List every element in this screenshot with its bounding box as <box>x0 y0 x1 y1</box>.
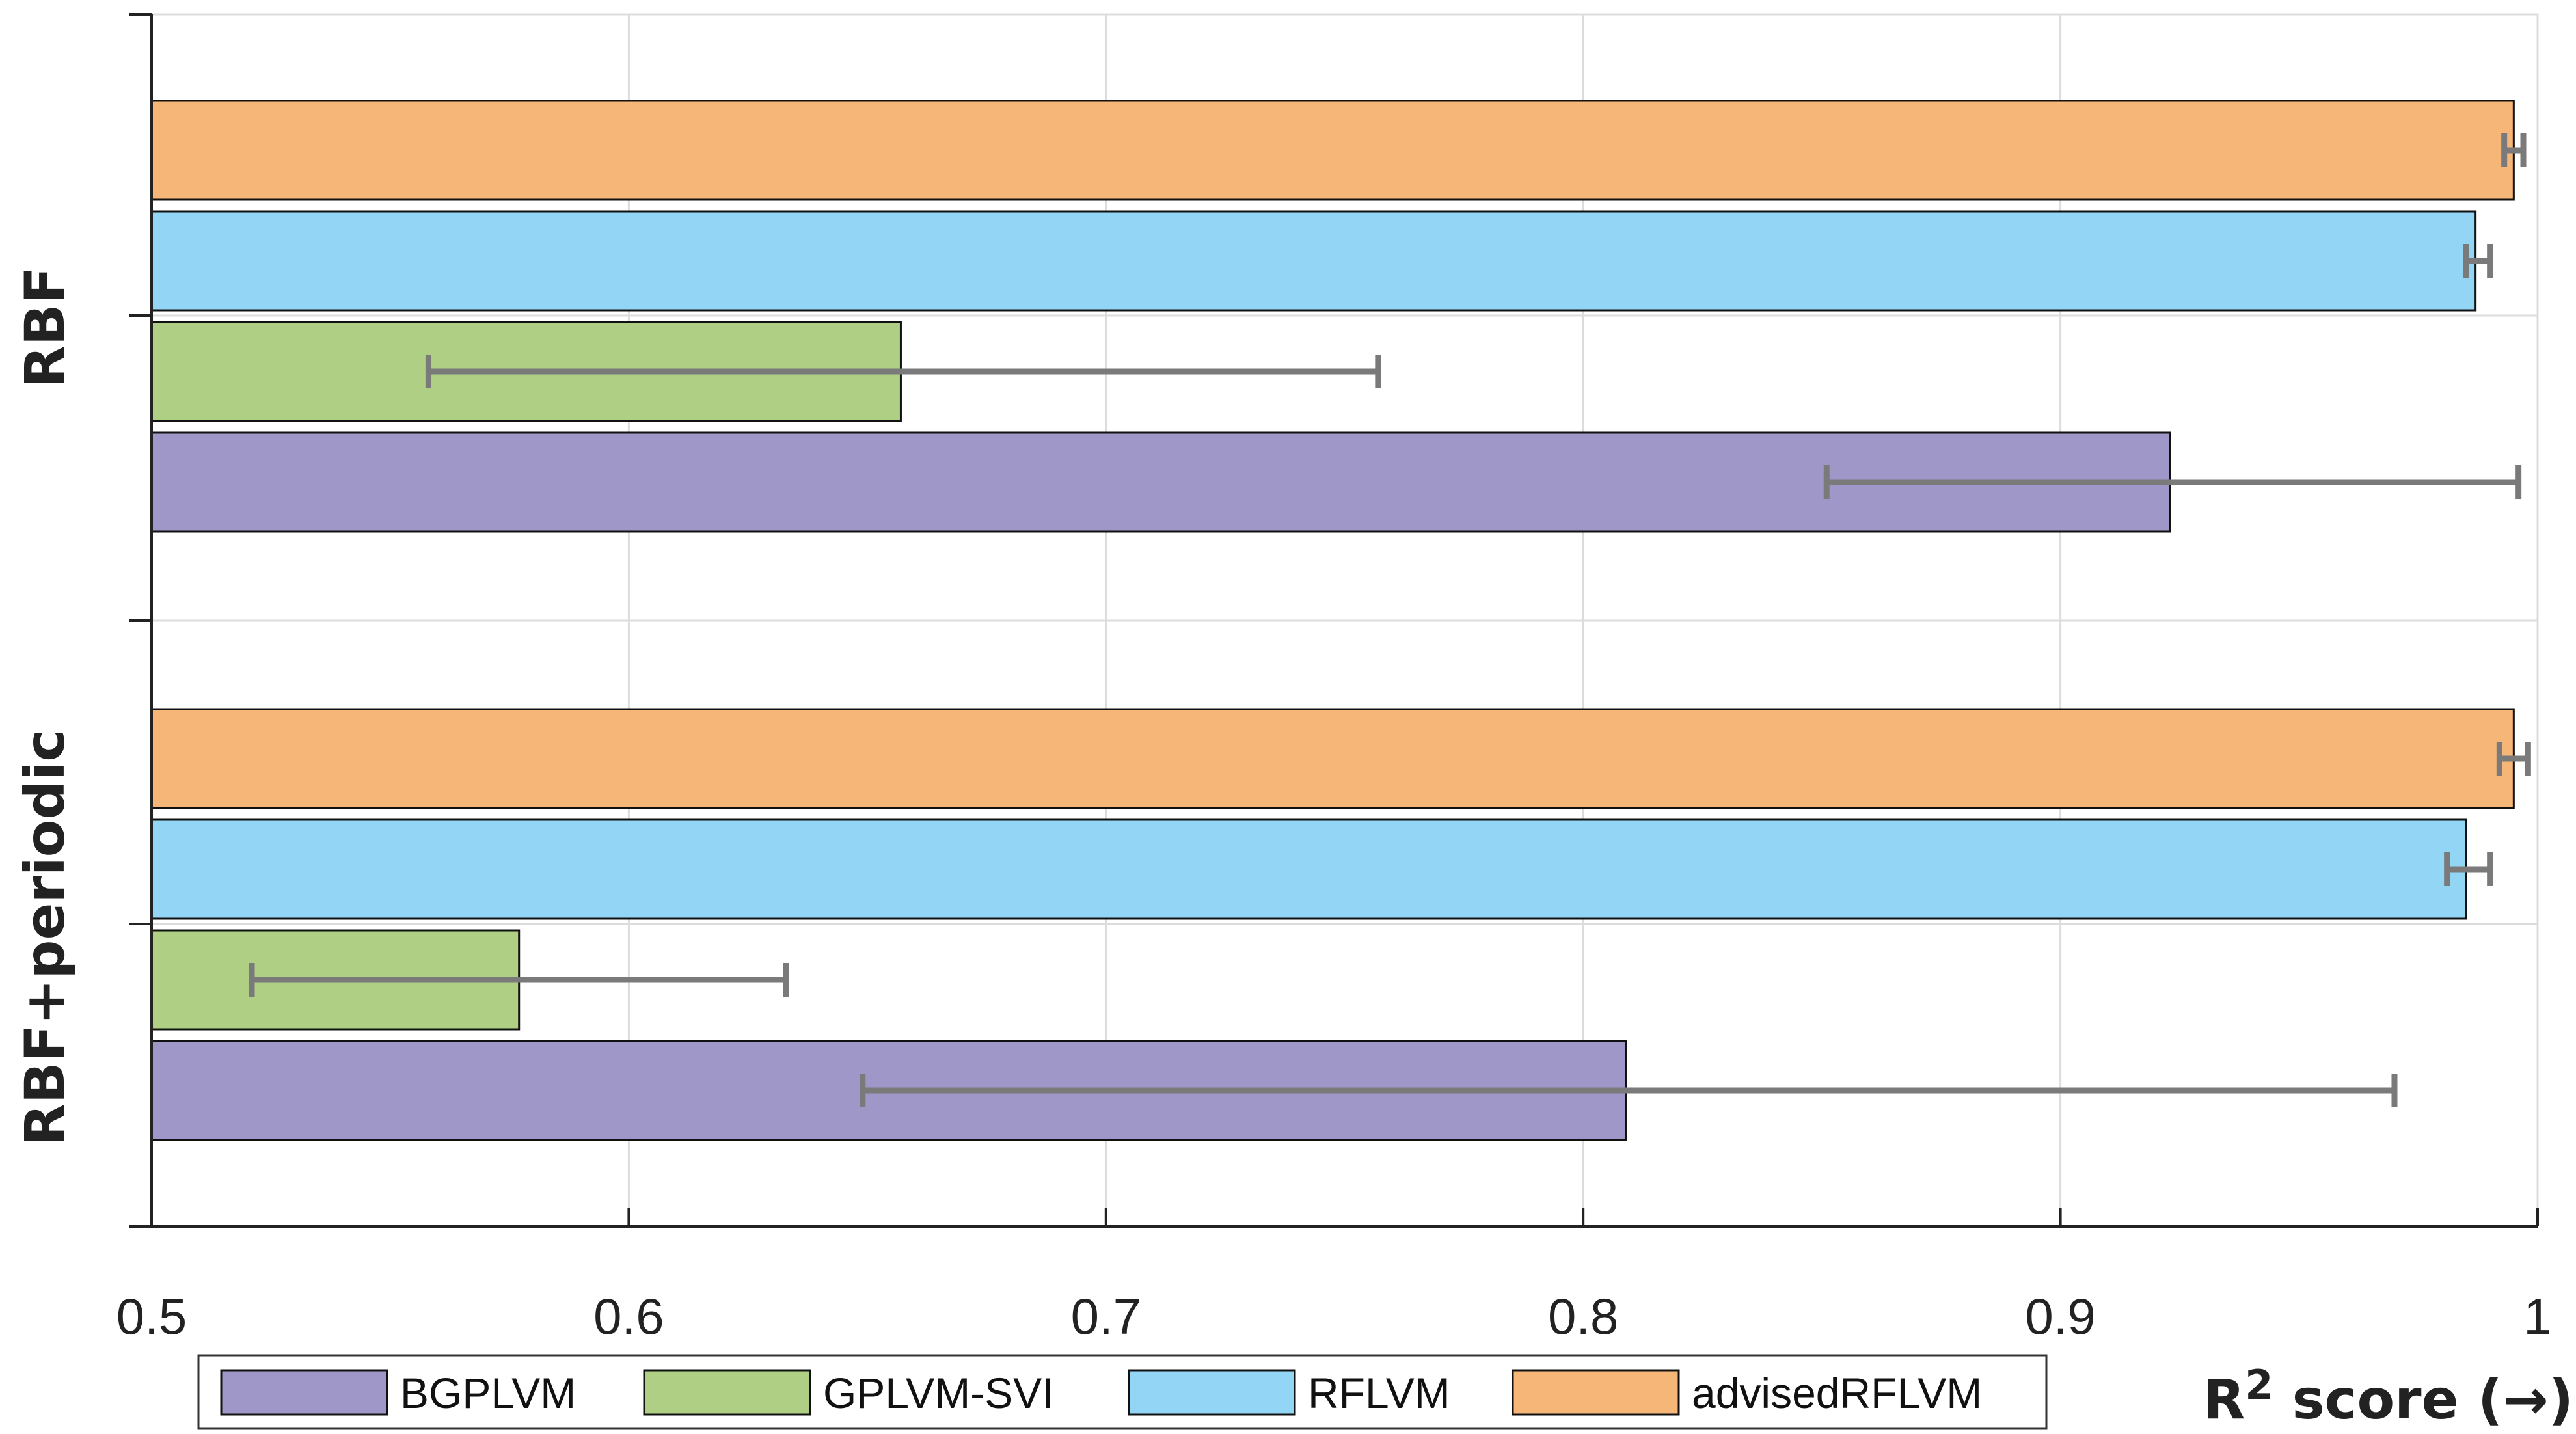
x-axis-label-sup: 2 <box>2245 1361 2273 1409</box>
group-label-rbf: RBF <box>13 267 77 388</box>
axes <box>129 13 2539 1228</box>
legend-swatch-bgplvm <box>220 1369 388 1416</box>
legend-label-gplvm-svi: GPLVM-SVI <box>823 1369 1054 1417</box>
x-tick-labels: 0.5 0.6 0.7 0.8 0.9 1 <box>116 1288 2552 1345</box>
bar-advisedrflvm-rbf <box>150 100 2515 201</box>
legend-box <box>197 1354 2048 1430</box>
legend-swatch-advisedrflvm <box>1512 1369 1680 1416</box>
x-axis-label-suffix: score (→) <box>2273 1368 2573 1431</box>
error-bars <box>249 133 2531 1107</box>
bar-rflvm-rbf <box>150 210 2477 312</box>
x-tick-label: 0.8 <box>1548 1288 1618 1345</box>
x-tick-label: 1 <box>2523 1288 2551 1345</box>
group-label-rbf-periodic: RBF+periodic <box>13 729 77 1146</box>
legend: BGPLVM GPLVM-SVI RFLVM advisedRFLVM <box>197 1354 2048 1430</box>
x-tick-label: 0.9 <box>2025 1288 2095 1345</box>
x-axis-label: R2 score (→) <box>2203 1361 2573 1431</box>
bars <box>150 100 2515 1141</box>
x-axis-label-main: R <box>2203 1368 2245 1431</box>
legend-swatch-gplvm-svi <box>643 1369 811 1416</box>
legend-swatch-rflvm <box>1128 1369 1296 1416</box>
legend-label-bgplvm: BGPLVM <box>400 1369 576 1417</box>
x-tick-label: 0.7 <box>1071 1288 1141 1345</box>
group-labels: RBF RBF+periodic <box>13 267 77 1146</box>
x-tick-label: 0.6 <box>593 1288 664 1345</box>
bar-advisedrflvm-rbf-periodic <box>150 708 2515 809</box>
x-tick-label: 0.5 <box>116 1288 187 1345</box>
legend-label-rflvm: RFLVM <box>1308 1369 1450 1417</box>
legend-label-advisedrflvm: advisedRFLVM <box>1692 1369 1982 1417</box>
bar-rflvm-rbf-periodic <box>150 818 2467 920</box>
